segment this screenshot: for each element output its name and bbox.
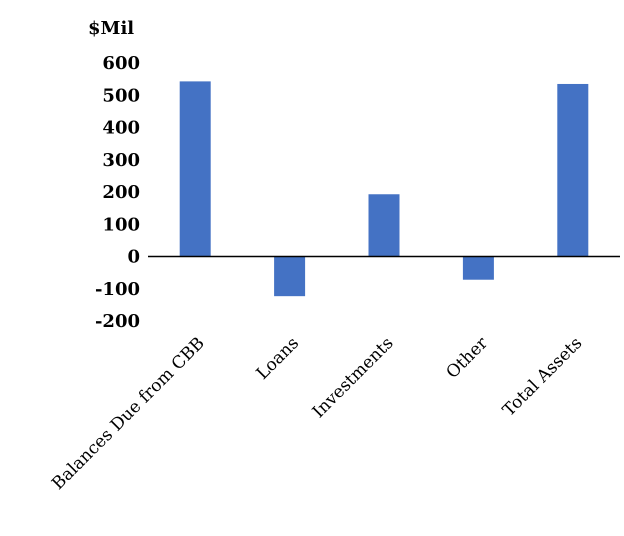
y-tick-label: 200 [102, 182, 140, 203]
x-category-label: Loans [253, 333, 303, 383]
bar [462, 256, 494, 280]
x-category-label: Balances Due from CBB [48, 333, 209, 494]
bar [368, 194, 400, 257]
x-category-label: Total Assets [499, 333, 586, 420]
y-tick-label: 400 [102, 118, 140, 139]
x-category-label: Other [443, 333, 493, 383]
y-tick-label: 0 [127, 247, 140, 268]
y-tick-label: 300 [102, 150, 140, 171]
bar [274, 256, 306, 297]
x-category-label: Investments [309, 333, 398, 422]
y-tick-label: -200 [95, 311, 140, 332]
bars [179, 81, 589, 297]
y-tick-label: 100 [102, 214, 140, 235]
bar [179, 81, 211, 257]
y-tick-label: 500 [102, 85, 140, 106]
y-tick-label: -100 [95, 279, 140, 300]
y-axis-unit-label: $Mil [88, 18, 134, 39]
y-tick-label: 600 [102, 53, 140, 74]
bar [557, 83, 589, 257]
y-axis-ticks: 600 500 400 300 200 100 0 -100 -200 [95, 53, 140, 332]
x-axis-labels: Balances Due from CBB Loans Investments Oth… [48, 333, 586, 494]
